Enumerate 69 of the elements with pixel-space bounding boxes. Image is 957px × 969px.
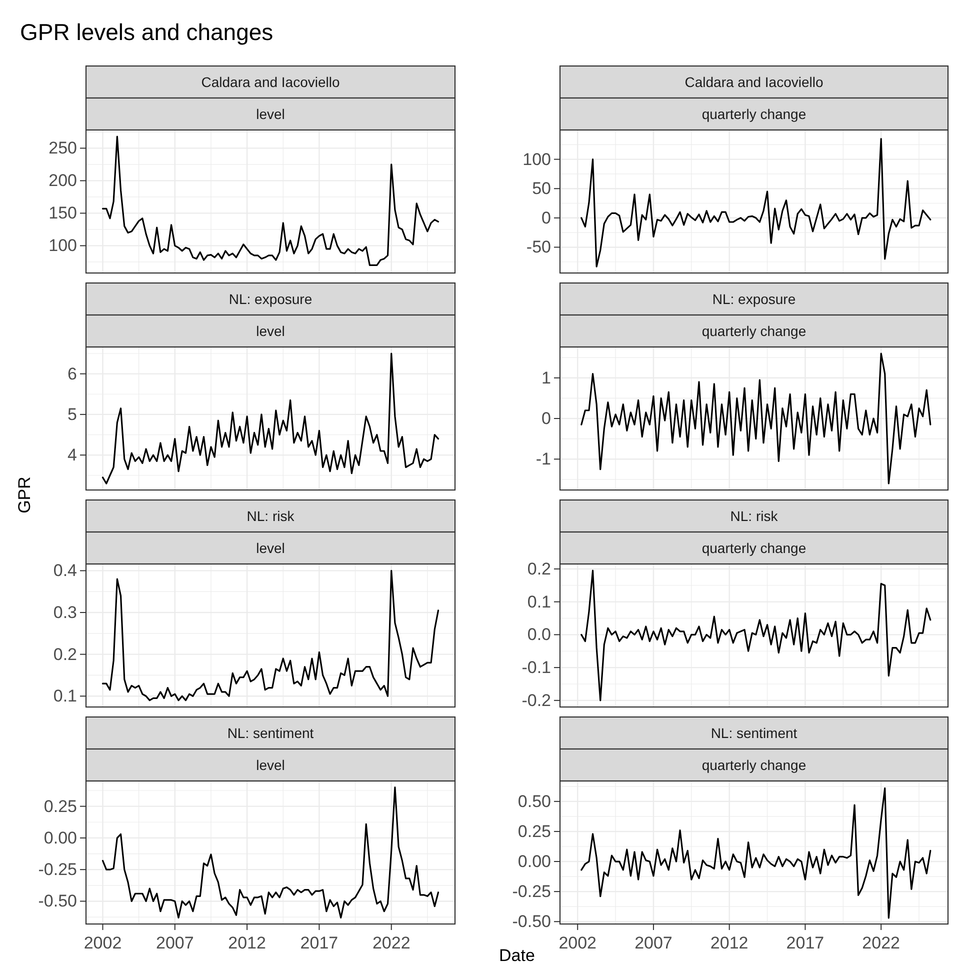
chart-subtitle: quarterly change bbox=[702, 540, 806, 556]
y-tick-label: 250 bbox=[48, 138, 77, 158]
chart-title: NL: risk bbox=[730, 508, 779, 524]
line-series bbox=[580, 787, 932, 919]
y-axis-title: GPR bbox=[15, 476, 34, 514]
y-tick-label: -0.50 bbox=[512, 912, 551, 932]
y-tick-label: 0.25 bbox=[518, 822, 551, 841]
chart-title: Caldara and Iacoviello bbox=[684, 74, 824, 90]
x-tick-label: 2007 bbox=[634, 933, 672, 952]
y-tick-label: 4 bbox=[68, 446, 77, 465]
y-tick-label: 0.2 bbox=[53, 644, 77, 664]
y-tick-label: 0.25 bbox=[44, 796, 77, 816]
x-tick-label: 2022 bbox=[862, 933, 900, 952]
y-tick-label: 1 bbox=[542, 368, 551, 388]
y-tick-label: 0 bbox=[542, 208, 551, 228]
line-series bbox=[102, 136, 440, 266]
y-tick-label: -0.2 bbox=[522, 690, 551, 710]
chart-subtitle: quarterly change bbox=[702, 106, 806, 122]
y-tick-label: 100 bbox=[522, 150, 551, 169]
y-tick-label: 6 bbox=[68, 364, 77, 384]
x-tick-label: 2022 bbox=[372, 933, 410, 952]
line-series bbox=[102, 352, 440, 484]
x-tick-label: 2017 bbox=[300, 933, 338, 952]
y-tick-label: 0.2 bbox=[527, 559, 551, 578]
y-tick-label: 0.3 bbox=[53, 602, 77, 622]
chart-subtitle: level bbox=[256, 106, 285, 122]
line-series bbox=[102, 786, 440, 918]
chart-subtitle: level bbox=[256, 540, 285, 556]
chart-title: Caldara and Iacoviello bbox=[201, 74, 340, 90]
y-tick-label: -0.1 bbox=[522, 658, 551, 677]
x-tick-label: 2017 bbox=[786, 933, 824, 952]
y-tick-label: -0.25 bbox=[38, 860, 77, 880]
y-tick-label: -1 bbox=[536, 450, 551, 469]
chart-subtitle: quarterly change bbox=[702, 757, 806, 773]
y-tick-label: 0.1 bbox=[53, 686, 77, 706]
line-series bbox=[580, 352, 932, 484]
y-tick-label: 0.0 bbox=[527, 625, 551, 644]
line-series bbox=[580, 570, 932, 702]
y-tick-label: 0.1 bbox=[527, 592, 551, 612]
chart-title: NL: sentiment bbox=[710, 725, 798, 741]
y-tick-label: 0.00 bbox=[518, 852, 551, 871]
chart-subtitle: quarterly change bbox=[702, 323, 806, 339]
chart-title: NL: exposure bbox=[228, 291, 312, 307]
y-tick-label: -0.25 bbox=[512, 882, 551, 901]
y-tick-label: -0.50 bbox=[38, 892, 77, 911]
y-tick-label: 50 bbox=[532, 179, 551, 198]
line-series bbox=[580, 138, 932, 268]
text: GPR levels and changes bbox=[20, 19, 274, 45]
x-axis-title: Date bbox=[499, 946, 535, 965]
y-tick-label: -50 bbox=[526, 238, 551, 257]
y-tick-label: 150 bbox=[48, 204, 77, 223]
line-series bbox=[102, 570, 440, 702]
y-tick-label: 200 bbox=[48, 171, 77, 190]
x-tick-label: 2002 bbox=[558, 933, 597, 952]
chart-title: NL: risk bbox=[246, 508, 296, 524]
x-tick-label: 2012 bbox=[228, 933, 266, 952]
y-tick-label: 0.00 bbox=[44, 828, 77, 848]
x-tick-label: 2007 bbox=[156, 933, 194, 952]
x-tick-label: 2002 bbox=[84, 933, 122, 952]
y-tick-label: 0 bbox=[542, 408, 551, 428]
y-tick-label: 5 bbox=[68, 404, 77, 424]
y-tick-label: 0.50 bbox=[518, 792, 551, 811]
x-tick-label: 2012 bbox=[710, 933, 748, 952]
y-tick-label: 100 bbox=[48, 236, 77, 256]
chart-subtitle: level bbox=[256, 757, 285, 773]
y-tick-label: 0.4 bbox=[53, 561, 77, 580]
chart-title: NL: exposure bbox=[712, 291, 796, 307]
chart-title: NL: sentiment bbox=[227, 725, 314, 741]
chart-subtitle: level bbox=[256, 323, 285, 339]
